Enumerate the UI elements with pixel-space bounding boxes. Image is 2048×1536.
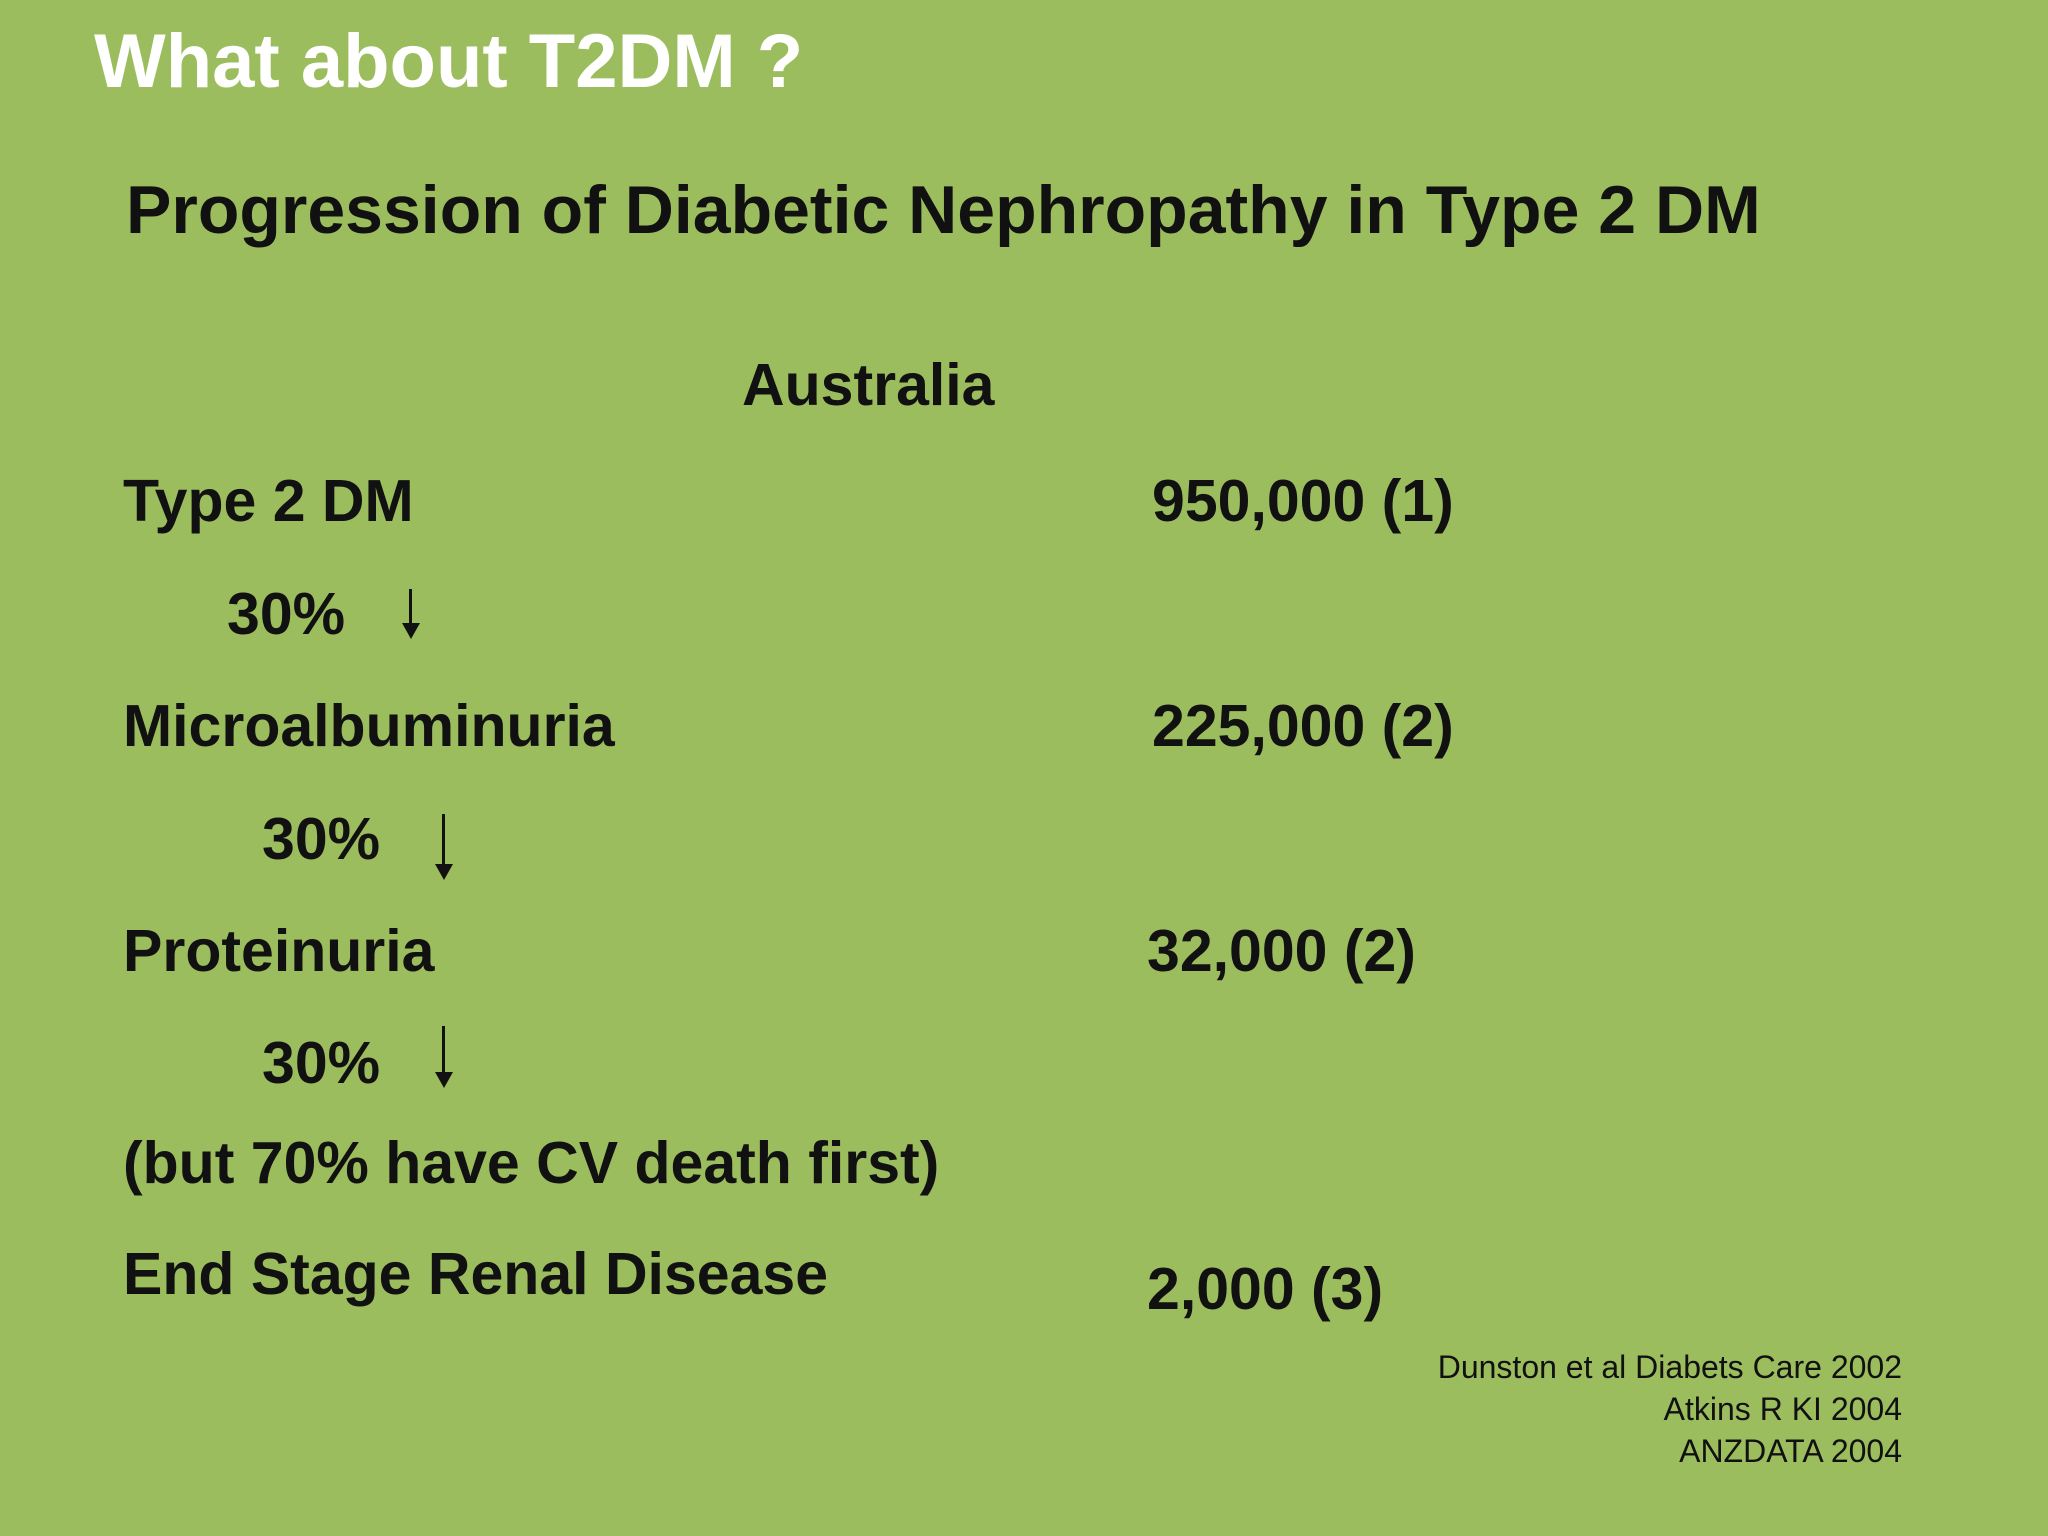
stage-value-microalbuminuria: 225,000 (2) bbox=[1152, 693, 1454, 759]
stage-value-proteinuria: 32,000 (2) bbox=[1147, 918, 1416, 984]
stage-label-esrd: End Stage Renal Disease bbox=[123, 1241, 829, 1307]
stage-label-proteinuria: Proteinuria bbox=[123, 918, 435, 984]
stage-label-type-2-dm: Type 2 DM bbox=[123, 468, 414, 534]
down-arrow-icon bbox=[399, 589, 423, 639]
region-heading: Australia bbox=[742, 352, 995, 418]
cv-death-note: (but 70% have CV death first) bbox=[123, 1130, 940, 1196]
slide-title: What about T2DM ? bbox=[94, 19, 804, 104]
stage-label-microalbuminuria: Microalbuminuria bbox=[123, 693, 615, 759]
stage-value-type-2-dm: 950,000 (1) bbox=[1152, 468, 1454, 534]
transition-percent: 30% bbox=[262, 806, 381, 872]
slide-subtitle: Progression of Diabetic Nephropathy in T… bbox=[126, 172, 1761, 248]
transition-percent: 30% bbox=[262, 1030, 381, 1096]
down-arrow-icon bbox=[432, 814, 456, 880]
reference-item: Atkins R KI 2004 bbox=[1663, 1391, 1902, 1427]
reference-item: Dunston et al Diabets Care 2002 bbox=[1437, 1349, 1902, 1385]
reference-item: ANZDATA 2004 bbox=[1679, 1433, 1902, 1469]
references: Dunston et al Diabets Care 2002 Atkins R… bbox=[1438, 1346, 1902, 1472]
stage-value-esrd: 2,000 (3) bbox=[1147, 1256, 1384, 1322]
down-arrow-icon bbox=[432, 1026, 456, 1088]
transition-percent: 30% bbox=[227, 581, 346, 647]
